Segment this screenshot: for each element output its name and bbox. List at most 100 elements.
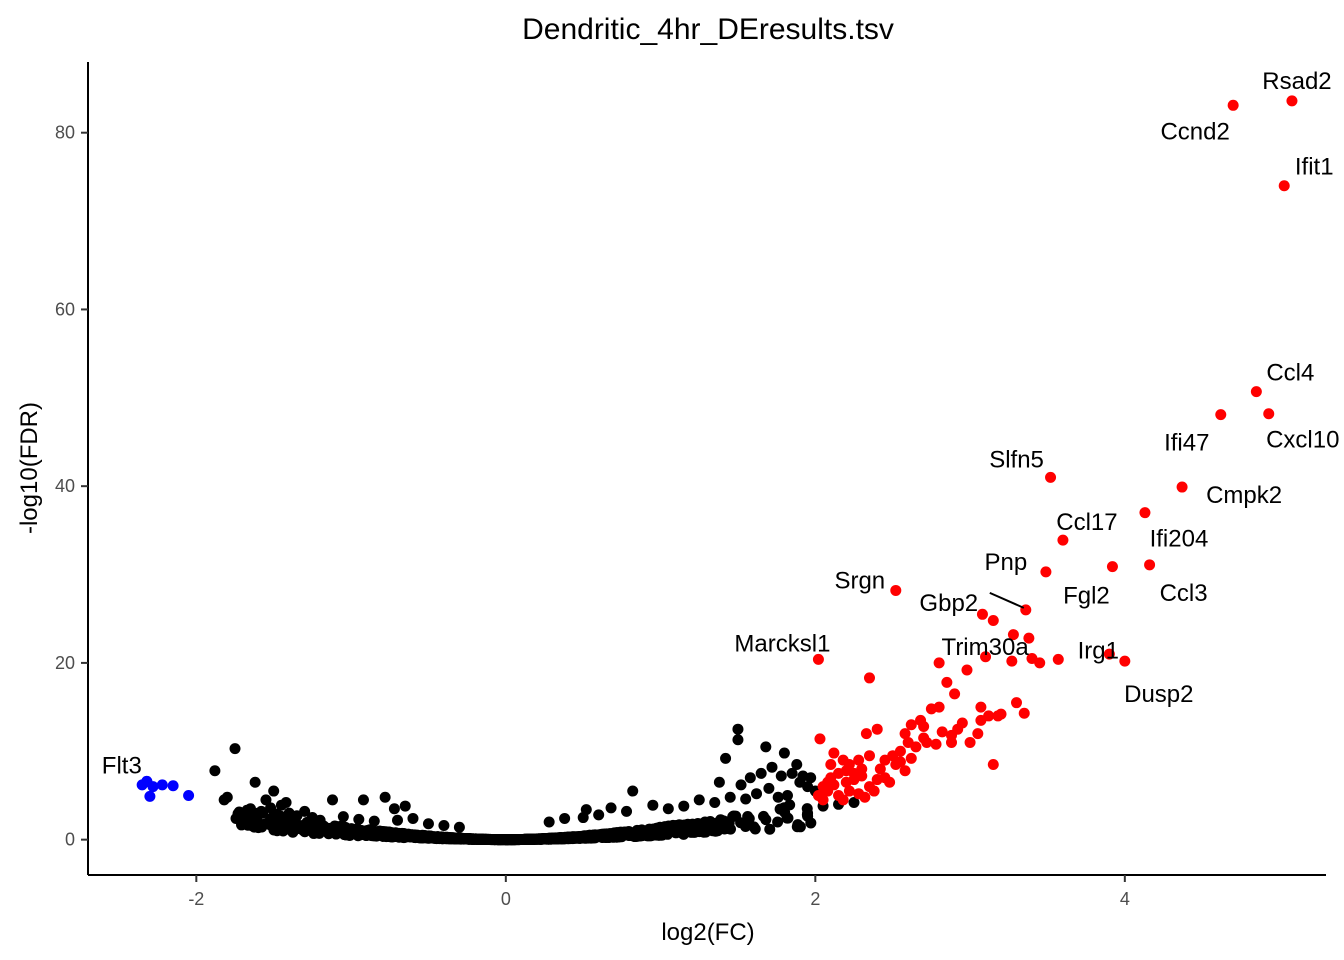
ns-point [326, 823, 338, 835]
gene-label: Cxcl10 [1266, 427, 1339, 454]
ns-point [513, 834, 525, 846]
ns-point [751, 788, 763, 800]
y-tick-label: 80 [55, 123, 75, 143]
gene-label: Ccnd2 [1160, 118, 1229, 145]
ns-point [422, 818, 434, 830]
gene-label: Ifit1 [1295, 154, 1334, 181]
up-point [828, 747, 840, 759]
ns-point [755, 767, 767, 779]
up-point [905, 719, 917, 731]
labeled-gene-point [1106, 561, 1118, 573]
ns-point [242, 819, 254, 831]
plot-area: Rsad2 Ccnd2 Ifit1 Ccl4 Cxcl10 Ifi47 Slfn5 Cmpk2… [102, 68, 1340, 846]
gene-label: Ccl17 [1056, 509, 1117, 536]
up-point [1007, 629, 1019, 641]
gene-label: Pnp [985, 549, 1028, 576]
up-point [964, 736, 976, 748]
chart-title: Dendritic_4hr_DEresults.tsv [522, 13, 894, 46]
ns-point [524, 833, 536, 845]
gene-label: Ifi47 [1164, 430, 1209, 457]
ns-point [774, 803, 786, 815]
labeled-gene-point [890, 584, 902, 596]
ns-point [230, 812, 242, 824]
y-tick-label: 0 [65, 830, 75, 850]
gene-labels: Rsad2 Ccnd2 Ifit1 Ccl4 Cxcl10 Ifi47 Slfn5 Cmpk2… [102, 68, 1340, 779]
ns-point [534, 833, 546, 845]
ns-point [678, 800, 690, 812]
labeled-gene-point [1278, 180, 1290, 192]
ns-point [299, 822, 311, 834]
labeled-gene-point [1250, 386, 1262, 398]
up-point [941, 676, 953, 688]
ns-point [260, 794, 272, 806]
ns-point [724, 791, 736, 803]
ns-point [544, 832, 556, 844]
ns-point [704, 820, 716, 832]
ns-point [791, 759, 803, 771]
y-axis-ticks: 0 20 40 60 80 [55, 123, 88, 850]
up-point [910, 741, 922, 753]
ns-point [772, 816, 784, 828]
ns-point [692, 817, 704, 829]
ns-point [672, 825, 684, 837]
ns-point [377, 830, 389, 842]
ns-point [268, 785, 280, 797]
ns-point [623, 829, 635, 841]
up-point [980, 651, 992, 663]
ns-point [281, 814, 293, 826]
ns-point [357, 794, 369, 806]
up-point [859, 791, 871, 803]
labeled-gene-point [1119, 655, 1131, 667]
labeled-gene-point [1045, 471, 1057, 483]
ns-point [483, 834, 495, 846]
ns-point [313, 826, 325, 838]
up-point [946, 736, 958, 748]
ns-point [280, 797, 292, 809]
ns-point [605, 802, 617, 814]
ns-point [299, 805, 311, 817]
up-point [894, 756, 906, 768]
y-axis-title: -log10(FDR) [16, 402, 43, 534]
up-point [987, 614, 999, 626]
labeled-gene-point [1052, 653, 1064, 665]
ns-point [392, 830, 404, 842]
ns-point [713, 776, 725, 788]
ns-point [709, 797, 721, 809]
ns-point [778, 747, 790, 759]
up-point [879, 754, 891, 766]
gene-label: Flt3 [102, 752, 142, 779]
ns-point [642, 828, 654, 840]
x-tick-label: -2 [188, 889, 204, 909]
x-axis-ticks: -2 0 2 4 [188, 875, 1130, 909]
ns-point [603, 831, 615, 843]
up-points [141, 95, 1298, 806]
ns-point [720, 752, 732, 764]
up-point [921, 736, 933, 748]
labeled-gene-point [1057, 534, 1069, 546]
ns-point [627, 785, 639, 797]
labeled-gene-point [1286, 95, 1298, 107]
ns-point [392, 814, 403, 826]
up-point [976, 608, 988, 620]
up-point [843, 785, 855, 797]
y-tick-label: 20 [55, 653, 75, 673]
up-point [863, 672, 875, 684]
up-point [863, 750, 875, 762]
gene-label: Ccl4 [1266, 360, 1314, 387]
ns-point [748, 821, 760, 833]
up-point [825, 759, 837, 771]
ns-point [209, 765, 221, 777]
ns-point [337, 811, 349, 823]
ns-point [760, 741, 772, 753]
up-point [1103, 648, 1115, 660]
up-point [987, 759, 999, 771]
labeled-gene-point [1176, 481, 1188, 493]
ns-point [218, 794, 230, 806]
down-point [144, 790, 156, 802]
gene-label: Marcksl1 [734, 630, 830, 657]
ns-point [794, 821, 806, 833]
up-point [874, 763, 886, 775]
ns-point [655, 824, 667, 836]
ns-point [339, 829, 351, 841]
ns-point [743, 813, 755, 825]
